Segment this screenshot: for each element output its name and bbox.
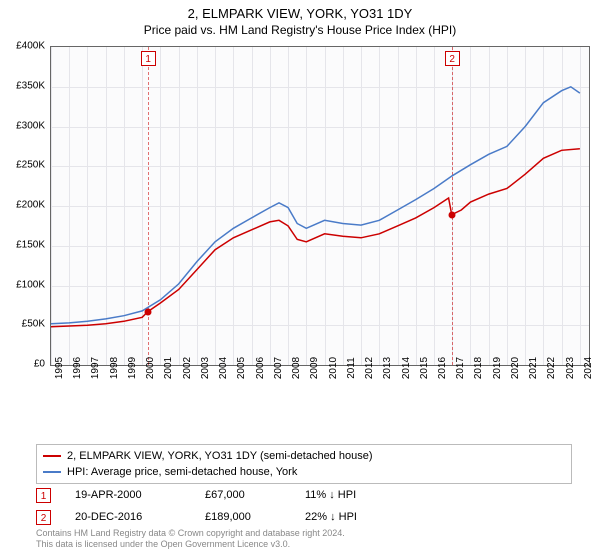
x-axis-label: 1997 (90, 357, 101, 379)
legend-item: 2, ELMPARK VIEW, YORK, YO31 1DY (semi-de… (43, 448, 565, 464)
footer-attribution: Contains HM Land Registry data © Crown c… (36, 528, 345, 551)
y-axis-label: £350K (16, 80, 45, 91)
legend: 2, ELMPARK VIEW, YORK, YO31 1DY (semi-de… (36, 444, 572, 484)
sales-row: 2 20-DEC-2016£189,00022% ↓ HPI (36, 506, 405, 528)
y-axis-label: £250K (16, 160, 45, 171)
y-axis-label: £50K (22, 319, 45, 330)
x-axis-label: 2021 (528, 357, 539, 379)
sale-badge: 1 (36, 488, 51, 503)
sale-date: 20-DEC-2016 (75, 511, 205, 523)
price-chart: 12 £0£50K£100K£150K£200K£250K£300K£350K£… (50, 46, 590, 394)
y-axis-label: £150K (16, 239, 45, 250)
x-axis-label: 2014 (401, 357, 412, 379)
x-axis-label: 2020 (510, 357, 521, 379)
sale-delta: 22% ↓ HPI (305, 511, 405, 523)
x-axis-label: 2022 (546, 357, 557, 379)
series-hpi (51, 87, 580, 324)
legend-swatch (43, 455, 61, 457)
x-axis-label: 2004 (218, 357, 229, 379)
sales-row: 1 19-APR-2000£67,00011% ↓ HPI (36, 484, 405, 506)
page-subtitle: Price paid vs. HM Land Registry's House … (0, 21, 600, 37)
x-axis-label: 2012 (364, 357, 375, 379)
x-axis-label: 1995 (54, 357, 65, 379)
y-axis-label: £300K (16, 120, 45, 131)
x-axis-label: 2013 (382, 357, 393, 379)
footer-line: Contains HM Land Registry data © Crown c… (36, 528, 345, 539)
x-axis-label: 2023 (565, 357, 576, 379)
x-axis-label: 2005 (236, 357, 247, 379)
sales-table: 1 19-APR-2000£67,00011% ↓ HPI 2 20-DEC-2016… (36, 484, 405, 528)
legend-item: HPI: Average price, semi-detached house,… (43, 464, 565, 480)
y-axis-label: £400K (16, 41, 45, 52)
x-axis-label: 2008 (291, 357, 302, 379)
x-axis-label: 2019 (492, 357, 503, 379)
y-axis-label: £100K (16, 279, 45, 290)
x-axis-label: 2000 (145, 357, 156, 379)
x-axis-label: 2015 (419, 357, 430, 379)
legend-label: 2, ELMPARK VIEW, YORK, YO31 1DY (semi-de… (67, 450, 373, 462)
x-axis-label: 2003 (200, 357, 211, 379)
x-axis-label: 2017 (455, 357, 466, 379)
x-axis-label: 2009 (309, 357, 320, 379)
x-axis-label: 2024 (583, 357, 594, 379)
legend-label: HPI: Average price, semi-detached house,… (67, 466, 297, 478)
x-axis-label: 2007 (273, 357, 284, 379)
sale-dot (144, 308, 151, 315)
x-axis-label: 2011 (346, 357, 357, 379)
x-axis-label: 2010 (328, 357, 339, 379)
sale-date: 19-APR-2000 (75, 489, 205, 501)
sale-badge: 2 (36, 510, 51, 525)
page-title: 2, ELMPARK VIEW, YORK, YO31 1DY (0, 0, 600, 21)
x-axis-label: 2006 (255, 357, 266, 379)
legend-swatch (43, 471, 61, 473)
y-axis-label: £200K (16, 200, 45, 211)
x-axis-label: 2018 (473, 357, 484, 379)
sale-price: £67,000 (205, 489, 305, 501)
x-axis-label: 1998 (109, 357, 120, 379)
sale-dot (448, 211, 455, 218)
x-axis-label: 2002 (182, 357, 193, 379)
footer-line: This data is licensed under the Open Gov… (36, 539, 345, 550)
x-axis-label: 1996 (72, 357, 83, 379)
x-axis-label: 1999 (127, 357, 138, 379)
x-axis-label: 2001 (163, 357, 174, 379)
x-axis-label: 2016 (437, 357, 448, 379)
sale-price: £189,000 (205, 511, 305, 523)
sale-delta: 11% ↓ HPI (305, 489, 405, 501)
y-axis-label: £0 (34, 359, 45, 370)
series-price_paid (51, 149, 580, 327)
